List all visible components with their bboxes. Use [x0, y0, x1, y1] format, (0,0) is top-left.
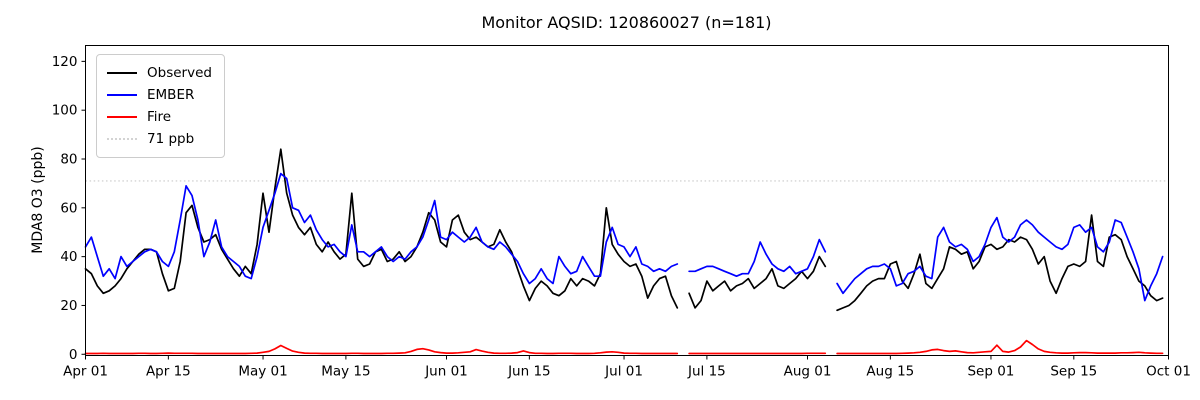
x-tick-label: Sep 15 [1050, 364, 1097, 380]
x-tick-label: Jul 15 [687, 364, 726, 380]
observed-line-swatch [107, 72, 137, 74]
legend-item-ember: EMBER [107, 84, 212, 106]
y-tick-label: 40 [60, 249, 77, 265]
legend: Observed EMBER Fire 71 ppb [96, 54, 225, 158]
fire-line [84, 339, 1164, 355]
legend-label-observed: Observed [147, 65, 212, 81]
x-tick-label: May 15 [321, 364, 370, 380]
legend-label-fire: Fire [147, 109, 172, 125]
x-tick-label: Sep 01 [967, 364, 1014, 380]
x-tick-label: Jun 15 [507, 364, 551, 380]
x-tick-label: May 01 [238, 364, 287, 380]
legend-item-fire: Fire [107, 106, 212, 128]
x-tick-label: Aug 15 [866, 364, 914, 380]
x-tick-label: Jul 01 [604, 364, 643, 380]
legend-item-threshold: 71 ppb [107, 128, 212, 150]
y-tick-label: 20 [60, 298, 77, 314]
y-tick-label: 100 [52, 103, 78, 119]
ember-line-swatch [107, 94, 137, 96]
y-tick-label: 80 [60, 152, 77, 168]
x-tick-label: Aug 01 [784, 364, 832, 380]
legend-label-threshold: 71 ppb [147, 131, 195, 147]
x-tick-label: Apr 01 [63, 364, 108, 380]
observed-line [84, 148, 1164, 312]
y-tick-label: 0 [69, 347, 78, 363]
chart-title: Monitor AQSID: 120860027 (n=181) [481, 13, 772, 32]
plot-border [85, 45, 1169, 356]
x-tick-label: Jun 01 [424, 364, 468, 380]
x-tick-label: Apr 15 [146, 364, 191, 380]
ember-line [84, 172, 1164, 302]
legend-label-ember: EMBER [147, 87, 195, 103]
y-tick-label: 60 [60, 200, 77, 216]
x-tick-label: Oct 01 [1146, 364, 1191, 380]
threshold-line-swatch [107, 138, 137, 140]
y-tick-label: 120 [52, 54, 78, 70]
fire-line-swatch [107, 116, 137, 118]
legend-item-observed: Observed [107, 62, 212, 84]
